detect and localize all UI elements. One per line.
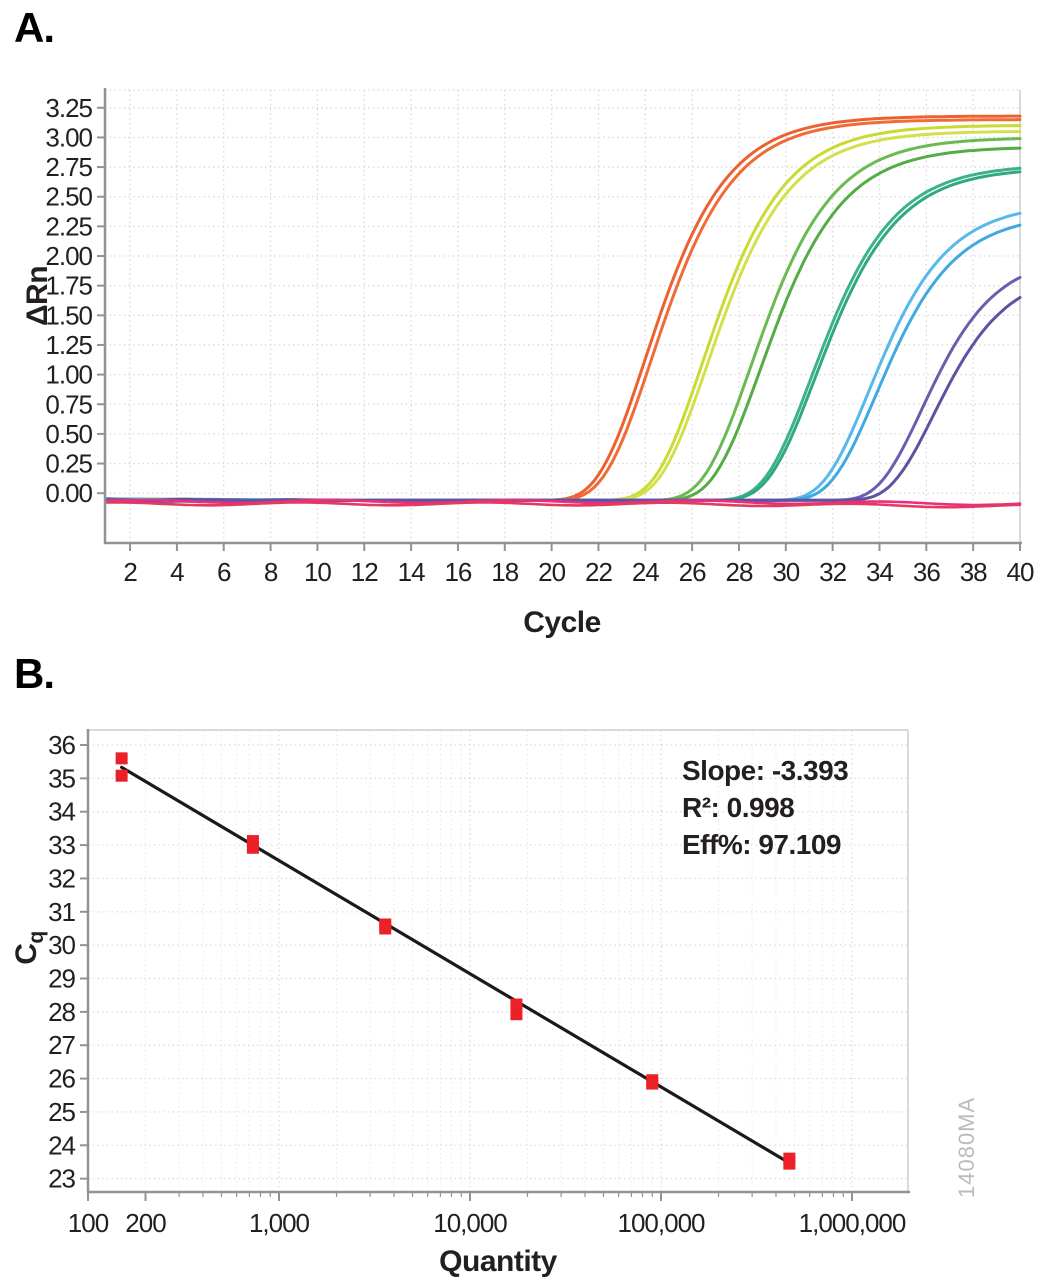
fit-line bbox=[120, 765, 791, 1165]
stats-line-1: R²: 0.998 bbox=[682, 792, 794, 823]
ytick-label-a: 2.50 bbox=[45, 182, 92, 212]
xtick-label-a: 10 bbox=[304, 557, 331, 587]
ytick-label-a: 0.25 bbox=[45, 449, 92, 479]
ytick-label-a: 3.25 bbox=[45, 93, 92, 123]
curve-ntc-rep2 bbox=[105, 501, 1022, 509]
xtick-label-b: 200 bbox=[125, 1208, 166, 1238]
amplification-plot-area: 3.253.002.752.502.252.001.751.501.251.00… bbox=[45, 88, 1035, 587]
stats-line-2: Eff%: 97.109 bbox=[682, 829, 841, 860]
curve-standard-1-rep1 bbox=[105, 114, 1022, 503]
xtick-label-a: 30 bbox=[772, 557, 799, 587]
xtick-label-a: 18 bbox=[491, 557, 518, 587]
ytick-label-a: 0.50 bbox=[45, 419, 92, 449]
ytick-label-b: 31 bbox=[48, 897, 75, 927]
xtick-label-a: 16 bbox=[444, 557, 471, 587]
xtick-label-a: 28 bbox=[726, 557, 753, 587]
stats-annotation: Slope: -3.393 R²: 0.998 Eff%: 97.109 bbox=[682, 755, 849, 860]
xtick-label-a: 40 bbox=[1007, 557, 1034, 587]
data-point bbox=[646, 1077, 659, 1090]
xtick-label-b: 1,000,000 bbox=[799, 1208, 906, 1238]
amplification-curves bbox=[105, 114, 1022, 509]
grid-b bbox=[88, 729, 909, 1192]
xtick-label-a: 4 bbox=[170, 557, 184, 587]
xtick-label-a: 26 bbox=[679, 557, 706, 587]
data-point bbox=[246, 841, 259, 854]
axes-a: 3.253.002.752.502.252.001.751.501.251.00… bbox=[45, 88, 1035, 587]
curve-standard-4-rep2 bbox=[105, 170, 1022, 503]
ytick-label-b: 25 bbox=[48, 1097, 75, 1127]
panel-a-label: A. bbox=[14, 4, 55, 51]
y-axis-title-cq: Cq bbox=[10, 931, 48, 965]
xtick-label-a: 2 bbox=[123, 557, 137, 587]
ytick-label-b: 33 bbox=[48, 830, 75, 860]
amplification-plot-svg: ΔRn Cycle 3.253.002.752.502.252.001.751.… bbox=[21, 88, 1035, 639]
ytick-label-a: 0.75 bbox=[45, 389, 92, 419]
ytick-label-a: 2.25 bbox=[45, 211, 92, 241]
watermark-text: 14080MA bbox=[954, 1097, 979, 1198]
ytick-label-a: 2.75 bbox=[45, 152, 92, 182]
x-axis-title-cycle: Cycle bbox=[523, 606, 601, 639]
standard-points bbox=[115, 752, 796, 1170]
curve-standard-5-rep2 bbox=[105, 223, 1022, 503]
xtick-label-a: 22 bbox=[585, 557, 612, 587]
ytick-label-b: 35 bbox=[48, 763, 75, 793]
curve-standard-5-rep1 bbox=[105, 211, 1022, 504]
ytick-label-b: 29 bbox=[48, 964, 75, 994]
data-point bbox=[783, 1157, 796, 1170]
ytick-label-b: 23 bbox=[48, 1164, 75, 1194]
data-point bbox=[510, 1008, 523, 1021]
ytick-label-b: 26 bbox=[48, 1064, 75, 1094]
xtick-label-a: 12 bbox=[351, 557, 378, 587]
data-point bbox=[510, 998, 523, 1011]
ytick-label-a: 1.25 bbox=[45, 330, 92, 360]
xtick-label-a: 36 bbox=[913, 557, 940, 587]
ytick-label-b: 28 bbox=[48, 997, 75, 1027]
ytick-label-b: 32 bbox=[48, 863, 75, 893]
curve-standard-6-rep1 bbox=[105, 275, 1022, 503]
ytick-label-a: 0.00 bbox=[45, 478, 92, 508]
xtick-label-b: 1,000 bbox=[249, 1208, 310, 1238]
ytick-label-a: 2.00 bbox=[45, 241, 92, 271]
data-point bbox=[246, 835, 259, 848]
xtick-label-b: 10,000 bbox=[433, 1208, 507, 1238]
ytick-label-b: 24 bbox=[48, 1130, 75, 1160]
curve-standard-2-rep2 bbox=[105, 130, 1022, 503]
panel-b-label: B. bbox=[14, 650, 55, 697]
xtick-label-b: 100 bbox=[68, 1208, 109, 1238]
xtick-label-a: 38 bbox=[960, 557, 987, 587]
stats-line-0: Slope: -3.393 bbox=[682, 755, 848, 786]
data-point bbox=[115, 769, 128, 782]
curve-standard-1-rep2 bbox=[105, 118, 1022, 504]
ytick-label-a: 1.75 bbox=[45, 271, 92, 301]
y-axis-title-drn: ΔRn bbox=[21, 266, 54, 326]
curve-standard-4-rep1 bbox=[105, 166, 1022, 503]
xtick-label-a: 6 bbox=[217, 557, 231, 587]
ytick-label-b: 30 bbox=[48, 930, 75, 960]
data-point bbox=[379, 922, 392, 935]
curve-standard-3-rep1 bbox=[105, 137, 1022, 504]
curve-standard-2-rep1 bbox=[105, 124, 1022, 504]
ytick-label-b: 36 bbox=[48, 730, 75, 760]
xtick-label-b: 100,000 bbox=[618, 1208, 706, 1238]
curve-standard-3-rep2 bbox=[105, 146, 1022, 504]
ytick-label-a: 1.00 bbox=[45, 360, 92, 390]
xtick-label-a: 14 bbox=[398, 557, 425, 587]
xtick-label-a: 8 bbox=[264, 557, 278, 587]
xtick-label-a: 24 bbox=[632, 557, 659, 587]
ytick-label-a: 1.50 bbox=[45, 300, 92, 330]
xtick-label-a: 32 bbox=[819, 557, 846, 587]
ytick-label-b: 34 bbox=[48, 797, 75, 827]
ytick-label-b: 27 bbox=[48, 1030, 75, 1060]
xtick-label-a: 20 bbox=[538, 557, 565, 587]
curve-standard-6-rep2 bbox=[105, 296, 1022, 504]
x-axis-title-quantity: Quantity bbox=[439, 1245, 557, 1278]
ytick-label-a: 3.00 bbox=[45, 122, 92, 152]
data-point bbox=[115, 752, 128, 765]
xtick-label-a: 34 bbox=[866, 557, 893, 587]
